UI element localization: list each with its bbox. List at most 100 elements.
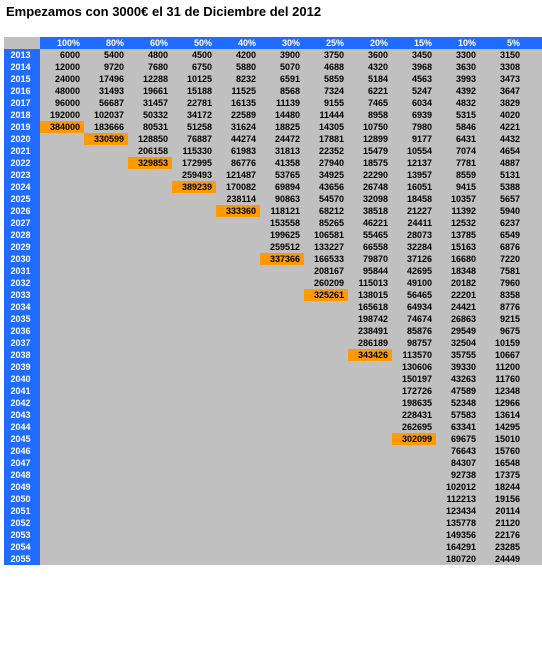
year-cell: 2044 (4, 421, 40, 433)
value-cell: 325261 (304, 289, 348, 301)
empty-cell (172, 229, 216, 241)
empty-cell (40, 133, 84, 145)
column-header: 10% (436, 37, 480, 49)
value-cell: 80531 (128, 121, 172, 133)
empty-cell (40, 433, 84, 445)
value-cell: 11760 (480, 373, 524, 385)
table-row: 204322843157583136143000 (4, 409, 542, 421)
empty-cell (304, 409, 348, 421)
empty-cell (216, 337, 260, 349)
empty-cell (260, 457, 304, 469)
value-cell: 3000 (524, 433, 542, 445)
table-row: 204892738173753000 (4, 469, 542, 481)
year-cell: 2027 (4, 217, 40, 229)
empty-cell (128, 313, 172, 325)
value-cell: 153558 (260, 217, 304, 229)
year-cell: 2034 (4, 301, 40, 313)
empty-cell (128, 265, 172, 277)
empty-cell (348, 361, 392, 373)
year-cell: 2049 (4, 481, 40, 493)
value-cell: 123434 (436, 505, 480, 517)
value-cell: 3000 (524, 553, 542, 565)
column-header: 5% (480, 37, 524, 49)
year-cell: 2048 (4, 469, 40, 481)
empty-cell (40, 541, 84, 553)
empty-cell (216, 493, 260, 505)
table-row: 202819962510658155465280731378565493000 (4, 229, 542, 241)
empty-cell (216, 481, 260, 493)
empty-cell (84, 337, 128, 349)
empty-cell (40, 253, 84, 265)
value-cell: 150197 (392, 373, 436, 385)
projection-table: 100%80%60%50%40%30%25%20%15%10%5%0% 2013… (4, 37, 542, 565)
value-cell: 3000 (524, 97, 542, 109)
value-cell: 85265 (304, 217, 348, 229)
value-cell: 3968 (392, 61, 436, 73)
value-cell: 302099 (392, 433, 436, 445)
value-cell: 16051 (392, 181, 436, 193)
empty-cell (128, 253, 172, 265)
table-row: 203033736616653379870371261668072203000 (4, 253, 542, 265)
empty-cell (392, 505, 436, 517)
value-cell: 3000 (524, 541, 542, 553)
value-cell: 12137 (392, 157, 436, 169)
value-cell: 9155 (304, 97, 348, 109)
empty-cell (128, 349, 172, 361)
value-cell: 43656 (304, 181, 348, 193)
value-cell: 3150 (480, 49, 524, 61)
corner-cell (4, 37, 40, 49)
empty-cell (128, 457, 172, 469)
value-cell: 5388 (480, 181, 524, 193)
value-cell: 3000 (524, 133, 542, 145)
value-cell: 31813 (260, 145, 304, 157)
value-cell: 3000 (524, 193, 542, 205)
value-cell: 3993 (436, 73, 480, 85)
year-cell: 2028 (4, 229, 40, 241)
empty-cell (304, 529, 348, 541)
empty-cell (128, 301, 172, 313)
value-cell: 135778 (436, 517, 480, 529)
year-cell: 2039 (4, 361, 40, 373)
value-cell: 3450 (392, 49, 436, 61)
value-cell: 5131 (480, 169, 524, 181)
value-cell: 5846 (436, 121, 480, 133)
value-cell: 49100 (392, 277, 436, 289)
value-cell: 4563 (392, 73, 436, 85)
empty-cell (216, 457, 260, 469)
table-row: 2026333360118121682123851821227113925940… (4, 205, 542, 217)
empty-cell (128, 289, 172, 301)
value-cell: 10554 (392, 145, 436, 157)
value-cell: 3000 (524, 121, 542, 133)
table-row: 2050112213191563000 (4, 493, 542, 505)
value-cell: 22201 (436, 289, 480, 301)
table-row: 20372861899875732504101593000 (4, 337, 542, 349)
value-cell: 228431 (392, 409, 436, 421)
value-cell: 22781 (172, 97, 216, 109)
empty-cell (172, 265, 216, 277)
value-cell: 384000 (40, 121, 84, 133)
table-row: 20271535588526546221244111253262373000 (4, 217, 542, 229)
value-cell: 56687 (84, 97, 128, 109)
year-cell: 2053 (4, 529, 40, 541)
value-cell: 21227 (392, 205, 436, 217)
column-header: 40% (216, 37, 260, 49)
empty-cell (260, 553, 304, 565)
value-cell: 13957 (392, 169, 436, 181)
empty-cell (84, 205, 128, 217)
empty-cell (392, 445, 436, 457)
table-row: 2022329853172995867764135827940185751213… (4, 157, 542, 169)
empty-cell (172, 517, 216, 529)
value-cell: 5859 (304, 73, 348, 85)
empty-cell (128, 169, 172, 181)
empty-cell (40, 277, 84, 289)
empty-cell (348, 385, 392, 397)
value-cell: 259512 (260, 241, 304, 253)
table-row: 204784307165483000 (4, 457, 542, 469)
table-row: 2054164291232853000 (4, 541, 542, 553)
value-cell: 102037 (84, 109, 128, 121)
empty-cell (172, 481, 216, 493)
value-cell: 15479 (348, 145, 392, 157)
empty-cell (216, 553, 260, 565)
value-cell: 86776 (216, 157, 260, 169)
value-cell: 3000 (524, 73, 542, 85)
